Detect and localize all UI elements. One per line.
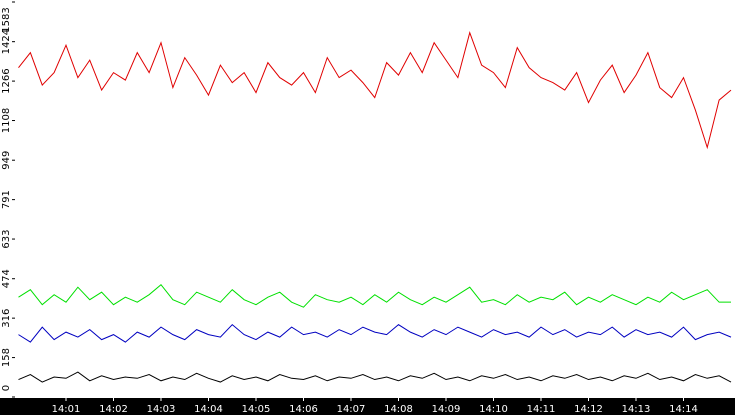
x-tick-label: 14:09 xyxy=(432,404,461,415)
x-tick-label: 14:03 xyxy=(147,404,176,415)
y-tick-label: 949 xyxy=(1,151,12,170)
y-tick-label: 474 xyxy=(1,269,12,288)
series-line xyxy=(18,323,732,343)
x-tick-label: 14:12 xyxy=(574,404,603,415)
y-tick-label: 316 xyxy=(1,309,12,328)
y-tick-label: 633 xyxy=(1,230,12,249)
x-tick-label: 14:04 xyxy=(194,404,223,415)
x-tick-label: 14:05 xyxy=(242,404,271,415)
x-tick-label: 14:14 xyxy=(669,404,698,415)
series-line xyxy=(18,371,732,383)
y-tick-label: 791 xyxy=(1,190,12,209)
x-axis-bar xyxy=(0,398,735,415)
y-tick-label: 1266 xyxy=(1,68,12,93)
y-tick-label: 1424 xyxy=(1,29,12,54)
x-tick-label: 14:08 xyxy=(384,404,413,415)
x-tick-label: 14:11 xyxy=(527,404,556,415)
x-tick-label: 14:13 xyxy=(622,404,651,415)
y-tick-label: 0 xyxy=(1,385,12,391)
series-line xyxy=(18,31,732,150)
x-tick-label: 14:10 xyxy=(479,404,508,415)
x-tick-label: 14:06 xyxy=(289,404,318,415)
series-line xyxy=(18,283,731,308)
x-tick-label: 14:01 xyxy=(52,404,81,415)
x-tick-label: 14:02 xyxy=(99,404,128,415)
x-tick-label: 14:07 xyxy=(337,404,366,415)
y-tick-label: 158 xyxy=(1,348,12,367)
y-tick-label: 1583 xyxy=(1,7,12,32)
y-tick-label: 1108 xyxy=(1,108,12,133)
